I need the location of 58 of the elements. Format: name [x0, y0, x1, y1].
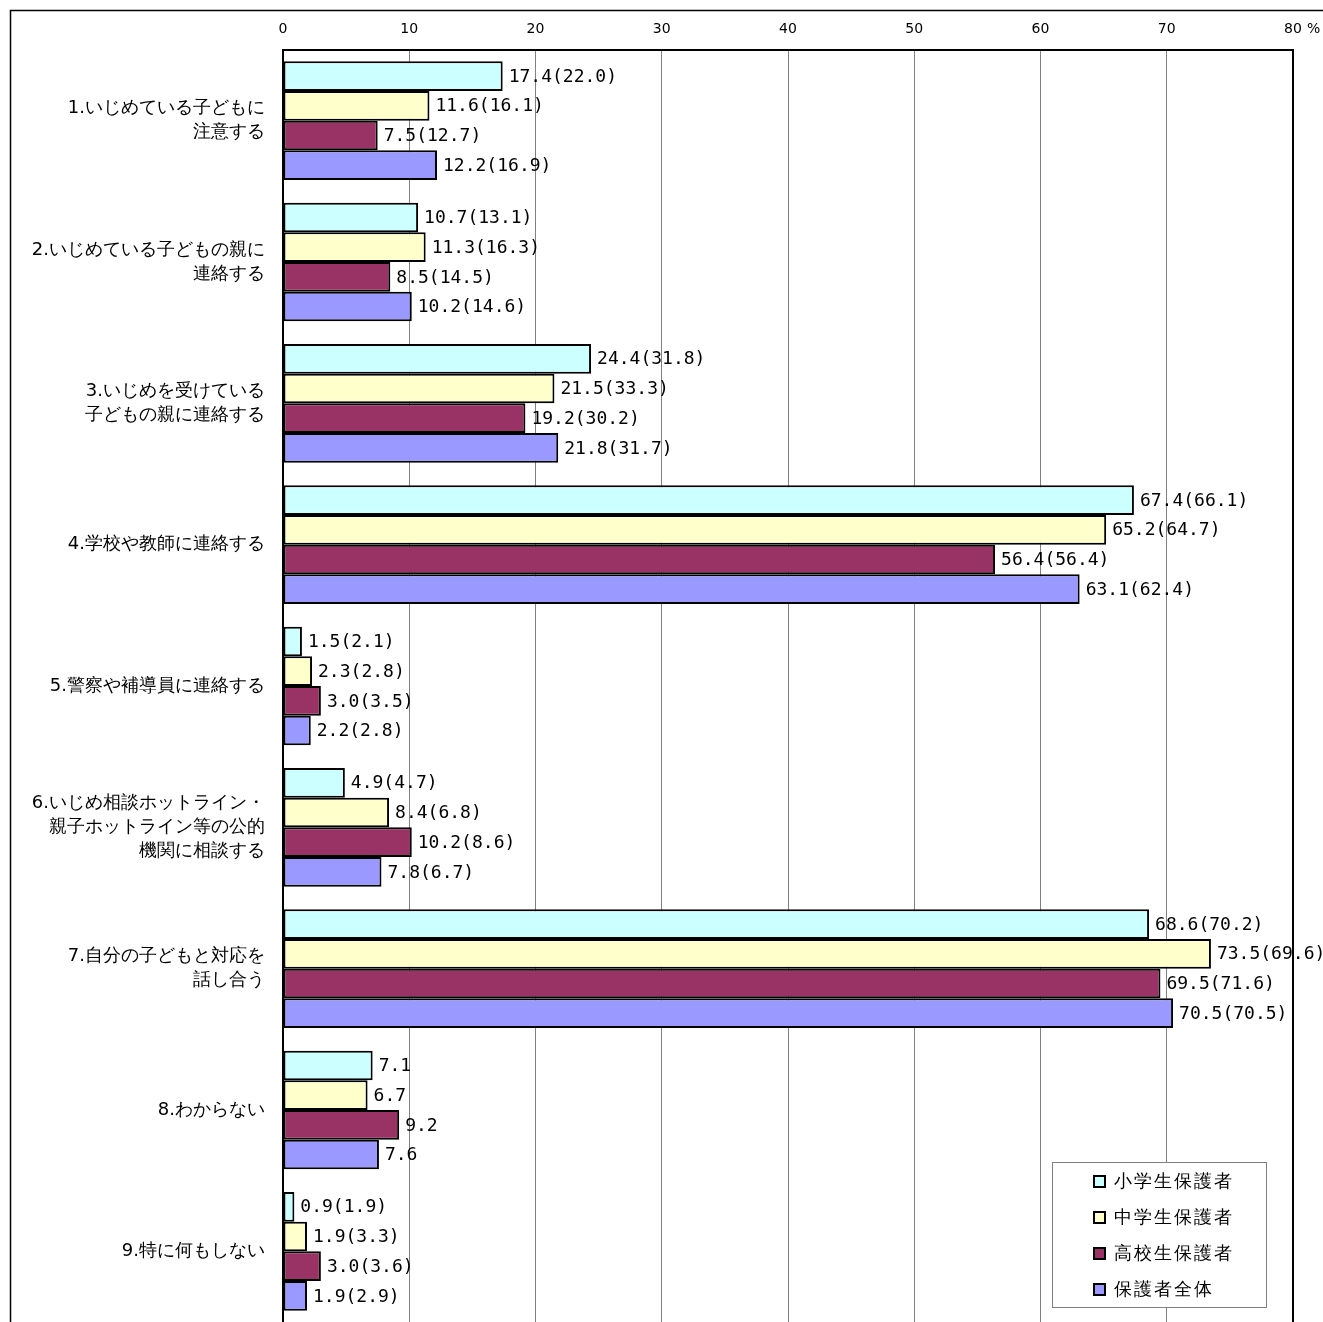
x-tick-label: 80 [1284, 20, 1302, 37]
data-label: 69.5(71.6) [1166, 972, 1275, 994]
legend-label: 中学生保護者 [1114, 1205, 1234, 1229]
data-label: 9.2 [405, 1113, 438, 1135]
data-label: 10.2(8.6) [417, 830, 516, 852]
x-tick-label: 0 [278, 20, 288, 37]
data-label: 1.9(3.3) [312, 1225, 400, 1247]
y-tick-label: 2.いじめている子どもの親に連絡する [31, 237, 265, 283]
data-label: 21.5(33.3) [560, 377, 669, 399]
legend-label: 保護者全体 [1114, 1277, 1214, 1301]
y-tick-label: 6.いじめ相談ホットライン・親子ホットライン等の公的機関に相談する [31, 790, 265, 861]
data-label: 10.2(14.6) [417, 295, 527, 317]
data-label: 3.0(3.6) [326, 1254, 414, 1276]
data-label: 56.4(56.4) [1001, 548, 1110, 570]
y-tick-label: 1.いじめている子どもに注意する [67, 96, 265, 142]
y-tick-label: 5.警察や補導員に連絡する [49, 673, 265, 695]
y-tick-label: 7.自分の子どもと対応を話し合う [67, 944, 265, 990]
x-tick-label: 70 [1157, 20, 1176, 37]
data-label: 0.9(1.9) [300, 1195, 388, 1217]
y-tick-label: 9.特に何もしない [121, 1239, 265, 1261]
data-label: 11.6(16.1) [435, 94, 544, 116]
x-tick-label: 40 [779, 20, 797, 37]
data-label: 8.4(6.8) [395, 801, 482, 823]
data-label: 65.2(64.7) [1112, 518, 1221, 540]
legend-label: 高校生保護者 [1114, 1241, 1234, 1265]
data-label: 11.3(16.3) [431, 235, 541, 257]
data-label: 1.9(2.9) [312, 1284, 400, 1306]
data-label: 8.5(14.5) [396, 265, 494, 287]
legend-label: 小学生保護者 [1114, 1169, 1234, 1193]
x-tick-label: 10 [400, 20, 419, 37]
data-label: 7.8(6.7) [387, 860, 475, 882]
x-axis-title: % [1307, 19, 1321, 36]
data-label: 2.2(2.8) [316, 719, 404, 741]
data-label: 19.2(30.2) [531, 406, 640, 428]
data-label: 7.1 [378, 1054, 412, 1076]
data-label: 17.4(22.0) [508, 64, 618, 86]
data-label: 3.0(3.5) [326, 689, 414, 711]
x-tick-label: 50 [905, 20, 924, 37]
data-label: 1.5(2.1) [307, 630, 395, 652]
data-label: 2.3(2.8) [318, 659, 405, 681]
data-label: 21.8(31.7) [564, 436, 673, 458]
data-label: 7.5(12.7) [383, 124, 482, 146]
x-tick-label: 30 [652, 20, 671, 37]
data-label: 10.7(13.1) [424, 206, 533, 228]
y-tick-label: 8.わからない [157, 1097, 265, 1119]
data-label: 6.7 [373, 1083, 407, 1105]
y-tick-label: 3.いじめを受けている子どもの親に連絡する [85, 378, 265, 425]
data-label: 63.1(62.4) [1085, 577, 1195, 599]
data-label: 4.9(4.7) [350, 771, 438, 793]
data-label: 70.5(70.5) [1179, 1001, 1288, 1023]
x-tick-label: 20 [526, 20, 545, 37]
x-tick-label: 60 [1031, 20, 1050, 37]
data-label: 12.2(16.9) [443, 153, 552, 175]
data-label: 68.6(70.2) [1155, 912, 1264, 934]
data-label: 24.4(31.8) [597, 347, 706, 369]
data-label: 67.4(66.1) [1139, 488, 1249, 510]
y-tick-label: 4.学校や教師に連絡する [67, 532, 265, 554]
data-label: 7.6 [384, 1143, 418, 1165]
